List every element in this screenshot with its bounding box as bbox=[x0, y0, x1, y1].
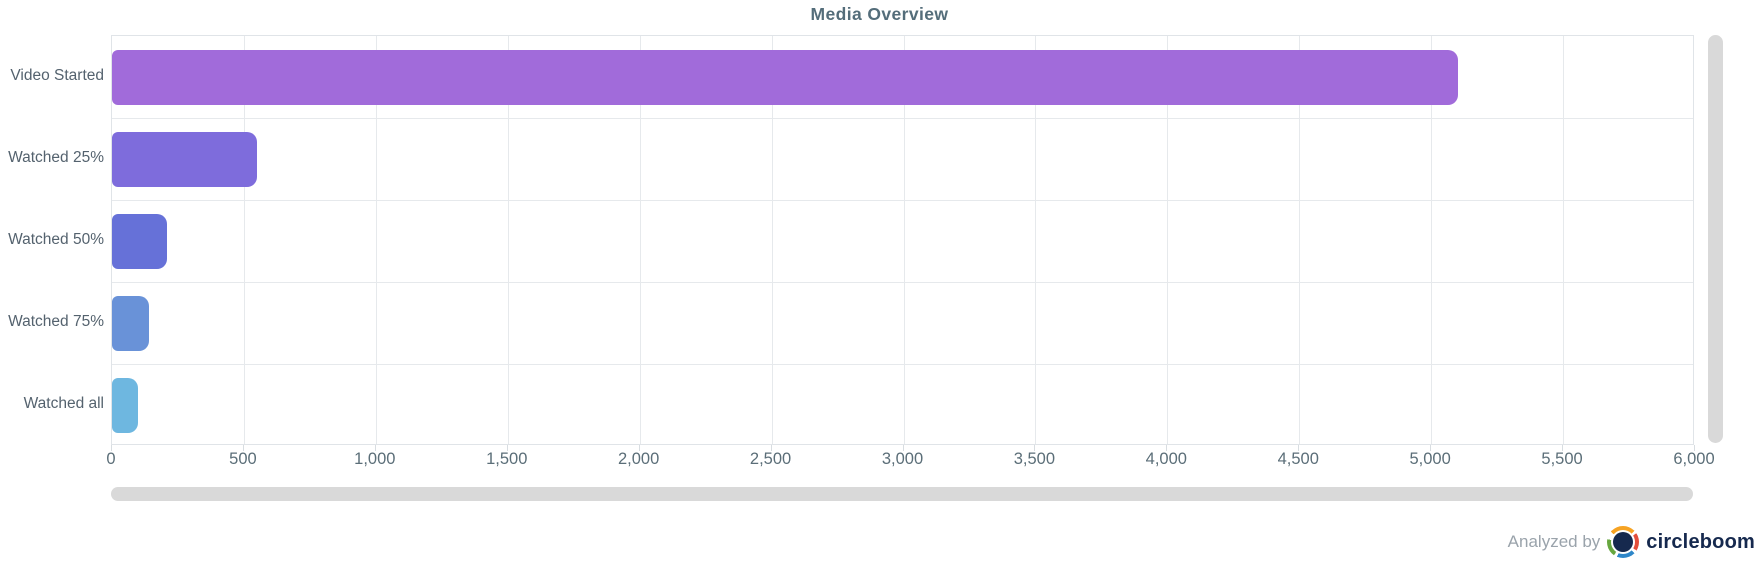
x-tick-mark bbox=[1166, 445, 1168, 451]
vertical-gridline bbox=[507, 36, 509, 444]
category-label: Video Started bbox=[10, 67, 104, 84]
horizontal-gridline bbox=[112, 200, 1693, 201]
x-tick-label: 6,000 bbox=[1673, 450, 1715, 468]
x-tick-label: 3,000 bbox=[881, 450, 924, 468]
x-tick-label: 4,000 bbox=[1145, 450, 1187, 468]
x-tick-mark bbox=[770, 445, 772, 451]
vertical-gridline bbox=[903, 36, 905, 444]
analyzed-by-label: Analyzed by bbox=[1507, 532, 1601, 551]
horizontal-gridline bbox=[112, 364, 1693, 365]
bar-watched-50-[interactable] bbox=[112, 213, 168, 269]
category-label: Watched 25% bbox=[8, 149, 104, 166]
plot-area bbox=[111, 35, 1694, 445]
x-tick-mark bbox=[1562, 445, 1564, 451]
category-label: Watched all bbox=[23, 395, 104, 412]
x-tick-label: 2,500 bbox=[749, 450, 792, 468]
category-label: Watched 75% bbox=[8, 313, 104, 330]
chart-title: Media Overview bbox=[810, 4, 949, 24]
vertical-gridline bbox=[375, 36, 377, 444]
vertical-gridline bbox=[771, 36, 773, 444]
x-tick-mark bbox=[902, 445, 904, 451]
vertical-gridline bbox=[1563, 36, 1565, 444]
vertical-gridline bbox=[1431, 36, 1433, 444]
x-tick-label: 500 bbox=[229, 450, 257, 468]
x-tick-label: 3,500 bbox=[1013, 450, 1056, 468]
x-tick-label: 2,000 bbox=[618, 450, 660, 468]
circleboom-logo-icon bbox=[1607, 526, 1640, 558]
x-tick-label: 5,500 bbox=[1541, 450, 1583, 468]
x-tick-label: 5,000 bbox=[1409, 450, 1451, 468]
x-tick-mark bbox=[1034, 445, 1036, 451]
bar-watched-25-[interactable] bbox=[112, 131, 258, 187]
vertical-gridline bbox=[1167, 36, 1169, 444]
x-tick-mark bbox=[374, 445, 376, 451]
x-tick-mark bbox=[1694, 445, 1695, 451]
bar-watched-all[interactable] bbox=[112, 377, 139, 433]
vertical-gridline bbox=[639, 36, 641, 444]
x-tick-label: 4,500 bbox=[1277, 450, 1319, 468]
x-tick-label: 1,500 bbox=[486, 450, 528, 468]
horizontal-gridline bbox=[112, 118, 1693, 119]
vertical-gridline bbox=[1035, 36, 1037, 444]
vertical-scrollbar[interactable] bbox=[1708, 35, 1723, 443]
horizontal-gridline bbox=[112, 282, 1693, 283]
x-tick-label: 0 bbox=[106, 450, 116, 468]
vertical-gridline bbox=[1299, 36, 1301, 444]
vertical-gridline bbox=[243, 36, 245, 444]
bar-watched-75-[interactable] bbox=[112, 295, 149, 351]
x-tick-mark bbox=[1430, 445, 1432, 451]
x-tick-mark bbox=[506, 445, 508, 451]
x-tick-mark bbox=[1298, 445, 1300, 451]
bar-video-started[interactable] bbox=[112, 49, 1458, 105]
brand-name: circleboom bbox=[1646, 530, 1755, 553]
x-tick-mark bbox=[242, 445, 244, 451]
x-tick-mark bbox=[111, 445, 112, 451]
x-tick-label: 1,000 bbox=[354, 450, 396, 468]
category-label: Watched 50% bbox=[8, 231, 104, 248]
x-tick-mark bbox=[638, 445, 640, 451]
attribution: Analyzed by circleboom bbox=[1508, 524, 1757, 560]
horizontal-scrollbar[interactable] bbox=[111, 487, 1693, 501]
